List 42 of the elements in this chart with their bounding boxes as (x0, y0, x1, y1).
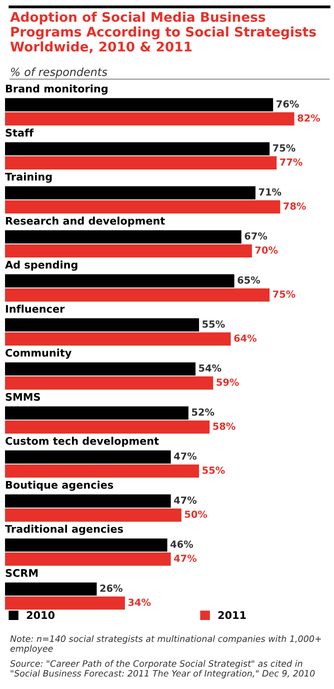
data-label: 47% (174, 496, 197, 504)
y-tick-label: SCRM (6, 569, 38, 577)
chart-title: Adoption of Social Media Business Programs According to Social Strategists Worldwide, 2010 & 2011 (10, 12, 316, 54)
data-label: 52% (192, 408, 214, 416)
data-label: 50% (184, 510, 208, 518)
data-label: 58% (213, 422, 236, 430)
y-tick-label: Research and development (6, 216, 165, 227)
data-label: 34% (128, 598, 151, 606)
data-label: 47% (174, 452, 197, 460)
data-label: 26% (100, 584, 122, 592)
y-tick-label: Community (6, 348, 72, 359)
data-label: 64% (234, 334, 257, 342)
data-label: 75% (273, 144, 296, 152)
y-tick-label: Staff (6, 128, 34, 137)
data-label: 59% (216, 378, 239, 386)
y-tick-label: Ad spending (5, 260, 78, 271)
data-label: 54% (199, 364, 222, 372)
data-label: 55% (202, 320, 225, 328)
source-note: Source: "Career Path of the Corporate Social Strategist" as cited in "Social Business Forecast: 2011 The Year of Integration," Dec 9, 2010 (10, 660, 315, 678)
data-label: 78% (284, 202, 306, 210)
data-label: 77% (280, 158, 302, 166)
y-tick-label: Custom tech development (6, 436, 159, 447)
data-label: 55% (202, 466, 225, 474)
data-label: 65% (238, 276, 260, 284)
data-label: 46% (170, 540, 194, 548)
data-label: 70% (255, 246, 278, 254)
text: Note: n=140 social strategists at multinational companies with 1,000+ employee (10, 635, 321, 654)
y-tick-label: Training (5, 172, 52, 183)
data-label: 82% (298, 114, 320, 122)
legend-label: 2011 (218, 611, 246, 620)
y-tick-label: Traditional agencies (5, 524, 123, 535)
y-tick-label: Influencer (6, 304, 65, 313)
y-tick-label: SMMS (6, 392, 40, 401)
y-tick-label: Boutique agencies (6, 480, 114, 491)
data-label: 76% (276, 100, 299, 108)
chart-subtitle: % of respondents (11, 68, 108, 78)
data-label: 67% (244, 232, 268, 240)
data-label: 71% (258, 188, 282, 196)
data-label: 75% (273, 290, 296, 298)
data-label: 47% (174, 554, 197, 562)
y-tick-label: Brand monitoring (6, 84, 108, 95)
legend-label: 2010 (26, 611, 55, 620)
